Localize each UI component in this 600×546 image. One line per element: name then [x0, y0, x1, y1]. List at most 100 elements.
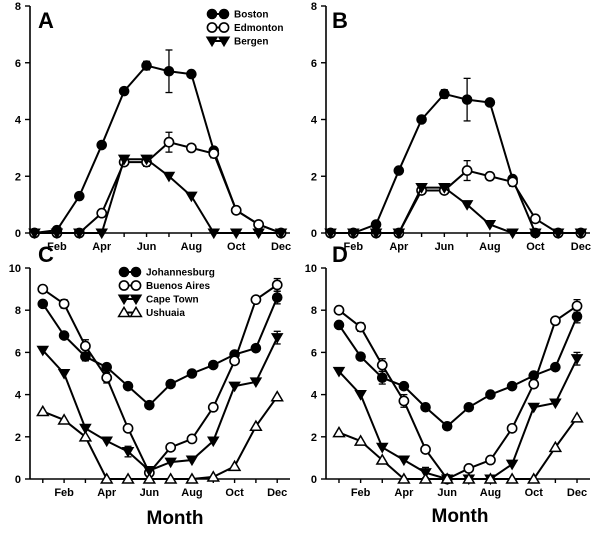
panel-d-ushuaia-point [548, 440, 563, 453]
panel-a-y-tick-label: 6 [15, 58, 21, 70]
panel-c-y-tick-label: 6 [15, 347, 21, 359]
panel-d-johannesburg-point [485, 389, 496, 400]
panel-a-boston-point [118, 85, 130, 97]
panel-d-buenos-aires-point [420, 444, 431, 455]
panel-b-edmonton-point [461, 165, 473, 176]
panel-d-buenos-aires-point [528, 378, 540, 390]
legend-bergen-label: Bergen [234, 37, 268, 48]
panel-c-johannesburg-point [122, 380, 134, 392]
panel-c-ushuaia-point [78, 430, 93, 442]
panel-c-buenos-aires-point [207, 401, 219, 413]
panel-c-ushuaia-point [163, 472, 178, 484]
legend-boston-label: Boston [234, 10, 268, 21]
panel-d-buenos-aires-point [398, 395, 410, 407]
panel-c-cape-town-point [36, 345, 50, 357]
panel-b-boston-point [439, 88, 450, 100]
legend-cape-town-label: Cape Town [146, 295, 199, 306]
panel-a-x-tick-label: Feb [47, 241, 67, 253]
panel-d-ushuaia-point [375, 453, 389, 465]
panel-d-johannesburg-point [355, 351, 366, 362]
panel-d-ushuaia-point [353, 434, 368, 446]
panel-d-ushuaia-point [397, 472, 411, 484]
panel-b-bergen-line [330, 186, 581, 234]
panel-c-series-cape-town [36, 330, 284, 477]
panel-d-y-tick-label: 8 [311, 305, 317, 317]
panel-d-cape-town-point [505, 459, 519, 471]
panel-c-ushuaia-point [142, 472, 157, 484]
panel-c-johannesburg-point [250, 342, 262, 354]
panel-d-johannesburg-point [333, 319, 345, 331]
panel-c-x-tick-label: Jun [140, 487, 160, 499]
panel-a-x-tick-label: Dec [271, 241, 291, 253]
panel-c-buenos-aires-point [165, 441, 177, 453]
legend-johannesburg-label: Johannesburg [146, 268, 215, 279]
panel-b-x-tick-label: Dec [571, 241, 591, 253]
panel-a-boston-point [186, 68, 197, 80]
panel-d-y-tick-label: 10 [305, 263, 317, 275]
panel-c-x-tick-label: Aug [181, 487, 202, 499]
panel-c-ushuaia-point [227, 459, 242, 472]
panel-b-boston-line [330, 92, 581, 234]
panel-a-y-tick-label: 2 [15, 171, 21, 183]
panel-c-series-buenos-aires [37, 277, 283, 479]
panel-d-ushuaia-point [462, 472, 476, 484]
panel-a-bergen-point [207, 228, 221, 240]
panel-d-x-tick-label: Aug [480, 487, 501, 499]
panel-b-y-tick-label: 0 [311, 228, 317, 240]
panel-a-bergen-point [50, 228, 64, 240]
panel-c-johannesburg-point [207, 359, 219, 371]
panel-d-series-ushuaia [332, 411, 584, 484]
panel-c-ushuaia-line [42, 396, 279, 480]
legend-ushuaia-marker [129, 305, 143, 318]
panel-b-edmonton-line [330, 169, 581, 234]
panel-d-johannesburg-line [338, 316, 578, 428]
panel-c-y-tick-label: 8 [15, 305, 21, 317]
panel-d-johannesburg-point [420, 401, 431, 413]
panel-c-series-johannesburg [37, 290, 283, 411]
panel-a-edmonton-point [230, 204, 242, 216]
panel-a-boston-point [163, 65, 175, 77]
legend-bergen-marker [217, 36, 231, 48]
panel-b-bergen-point [415, 183, 428, 194]
panel-d-buenos-aires-point [376, 359, 388, 371]
legend-boston-marker [218, 8, 230, 20]
panel-d-johannesburg-point [506, 380, 518, 392]
panel-a-bergen-point [185, 191, 198, 203]
panel-a-x-tick-label: Oct [227, 241, 246, 253]
panel-c-cape-town-point [185, 455, 199, 467]
x-axis-title-right: Month [432, 506, 489, 527]
panel-a-bergen-point [140, 154, 153, 166]
panel-c-johannesburg-point [271, 292, 283, 303]
panel-b-y-tick-label: 6 [311, 58, 317, 70]
panel-a-boston-point [74, 190, 85, 202]
panel-c-ushuaia-point [100, 472, 114, 484]
panel-c-y-tick-label: 4 [15, 390, 22, 402]
panel-b-y-tick-label: 2 [311, 171, 317, 183]
panel-a-y-tick-label: 4 [15, 115, 22, 127]
panel-d-buenos-aires-point [485, 454, 496, 466]
panel-b-series-boston [325, 77, 587, 239]
panel-d-series-buenos-aires [333, 298, 583, 485]
legend-buenos-aires-label: Buenos Aires [146, 281, 211, 292]
panel-b-bergen-point [369, 228, 383, 240]
panel-b-bergen-point [460, 200, 474, 211]
panel-b-boston-point [416, 114, 427, 125]
legend-ushuaia-marker [117, 305, 131, 318]
legend-cape-town-marker [117, 294, 131, 306]
panel-a-edmonton-point [253, 219, 265, 230]
panel-a-letter: A [38, 8, 54, 33]
panel-c-buenos-aires-point [229, 355, 240, 367]
panel-b-boston-point [461, 94, 473, 105]
panel-a-bergen-point [162, 171, 176, 183]
panel-d-johannesburg-point [398, 380, 410, 392]
legend-buenos-aires-marker [130, 280, 142, 291]
panel-d-series-johannesburg [333, 309, 583, 432]
panel-c-johannesburg-point [101, 361, 113, 373]
panel-b-letter: B [332, 8, 348, 33]
panel-a-boston-line [34, 64, 282, 234]
panel-d-x-tick-label: Apr [394, 487, 414, 499]
panel-b-bergen-point [324, 228, 337, 240]
panel-d-ushuaia-point [570, 411, 584, 423]
legend-bergen-marker [205, 36, 219, 48]
panel-c-cape-town-point [121, 447, 135, 458]
